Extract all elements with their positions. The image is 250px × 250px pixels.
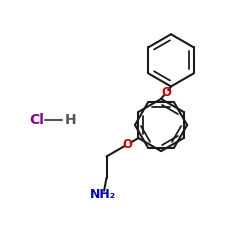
Text: Cl: Cl (29, 113, 44, 127)
Text: O: O (161, 86, 171, 99)
Text: NH₂: NH₂ (90, 188, 116, 201)
Text: H: H (64, 113, 76, 127)
Text: O: O (123, 138, 133, 151)
